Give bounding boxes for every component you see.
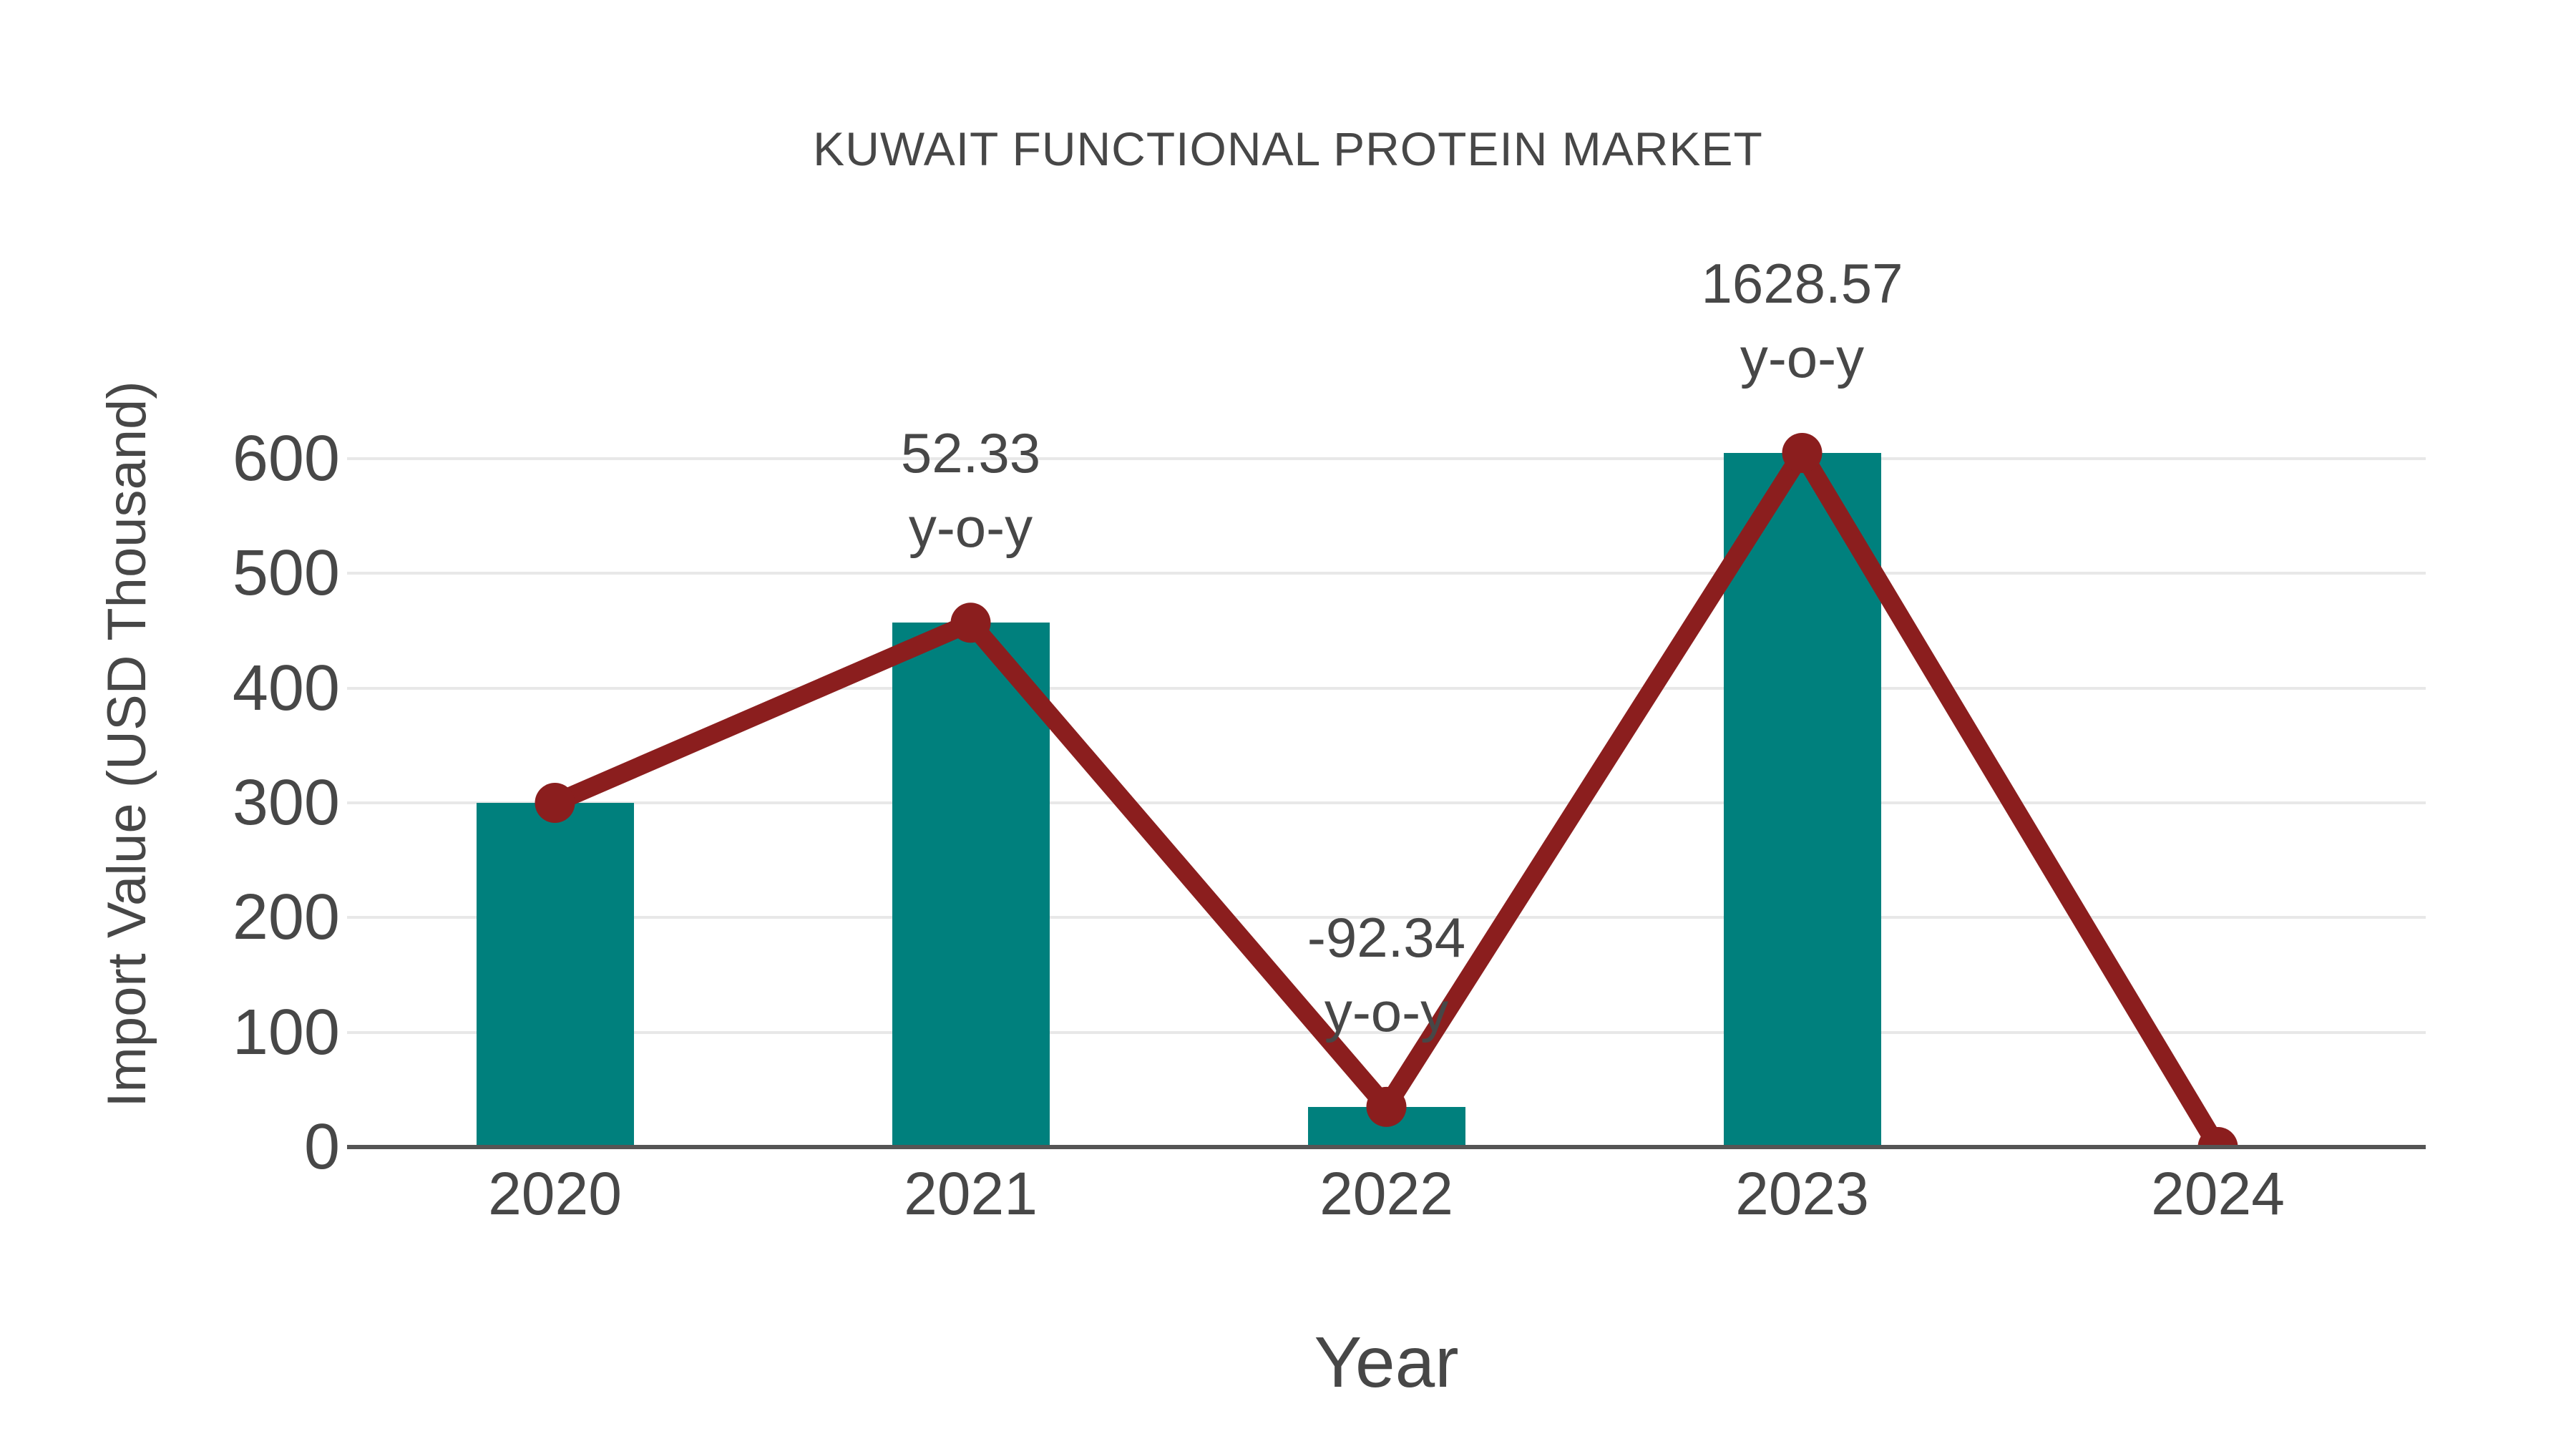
bar-2023 [1723, 453, 1881, 1147]
gridline [347, 801, 2426, 805]
bar-2021 [892, 623, 1050, 1147]
x-tick-label-2020: 2020 [488, 1160, 622, 1227]
plot-area [347, 0, 2426, 1147]
y-tick-label: 100 [232, 996, 340, 1068]
annotation-suffix: y-o-y [908, 496, 1033, 560]
x-tick-label-2024: 2024 [2151, 1160, 2285, 1227]
trend-line-svg [535, 433, 2238, 1147]
y-axis-title: Import Value (USD Thousand) [97, 381, 157, 1108]
trend-marker-2021 [950, 602, 991, 643]
annotation-value: 1628.57 [1701, 252, 1903, 315]
annotation-2023: 1628.57 y-o-y [1602, 246, 2003, 395]
trend-marker-2023 [1782, 433, 1823, 473]
x-axis-line [347, 1145, 2426, 1149]
x-tick-label-2021: 2021 [904, 1160, 1038, 1227]
bar-2020 [476, 803, 634, 1147]
annotation-2021: 52.33 y-o-y [771, 416, 1171, 565]
annotation-value: -92.34 [1307, 905, 1466, 969]
y-tick-label: 0 [303, 1111, 340, 1183]
trend-marker-2022 [1366, 1086, 1407, 1127]
y-tick-label: 500 [232, 537, 340, 610]
trend-marker-2024 [2197, 1127, 2238, 1147]
gridline [347, 686, 2426, 690]
gridline [347, 457, 2426, 461]
x-tick-label-2023: 2023 [1735, 1160, 1869, 1227]
trend-marker-2020 [535, 783, 575, 823]
annotation-suffix: y-o-y [1740, 326, 1865, 389]
y-tick-label: 600 [232, 423, 340, 495]
chart-title: KUWAIT FUNCTIONAL PROTEIN MARKET [813, 122, 1763, 175]
y-tick-label: 200 [232, 882, 340, 954]
line-series-layer [347, 0, 2426, 1147]
y-tick-label: 300 [232, 767, 340, 839]
annotation-value: 52.33 [900, 421, 1041, 485]
annotation-2022: -92.34 y-o-y [1186, 900, 1587, 1049]
x-tick-label-2022: 2022 [1319, 1160, 1453, 1227]
gridline [347, 1030, 2426, 1034]
y-tick-label: 400 [232, 652, 340, 724]
annotation-suffix: y-o-y [1324, 980, 1449, 1043]
gridline [347, 916, 2426, 919]
gridline [347, 572, 2426, 575]
x-axis-title: Year [1314, 1322, 1459, 1402]
